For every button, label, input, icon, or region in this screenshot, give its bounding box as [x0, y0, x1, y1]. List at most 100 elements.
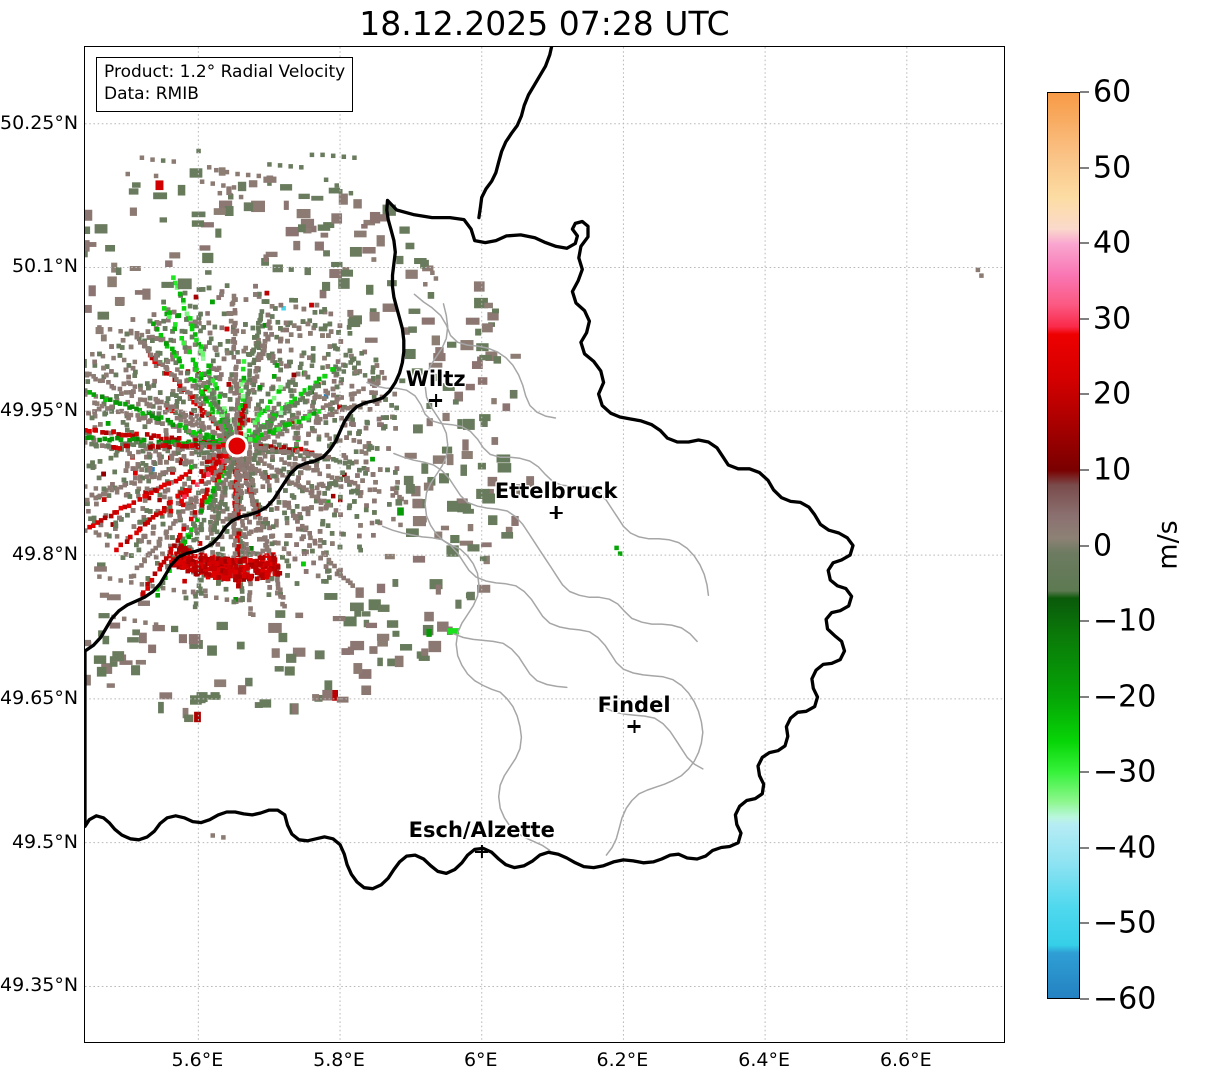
radar-echo-cell: [247, 593, 252, 598]
radar-echo-cell: [198, 328, 203, 334]
radar-echo-cell: [305, 509, 311, 514]
radar-echo-cell: [269, 420, 274, 426]
radar-echo-cell: [196, 560, 202, 566]
radar-echo-cell: [158, 337, 164, 343]
radar-echo-cell: [97, 437, 102, 443]
radar-echo-cell: [139, 563, 144, 568]
radar-echo-cell: [126, 363, 132, 368]
radar-echo-cell: [163, 556, 169, 561]
radar-echo-cell: [277, 163, 283, 168]
radar-echo-cell: [259, 309, 265, 314]
radar-echo-cell: [144, 474, 150, 480]
radar-echo-cell: [205, 311, 210, 316]
radar-echo-cell: [355, 484, 361, 489]
radar-echo-cell: [487, 476, 498, 487]
radar-echo-cell: [480, 542, 492, 548]
radar-echo-cell: [153, 545, 158, 551]
radar-echo-cell: [139, 439, 144, 445]
radar-echo-cell: [165, 448, 171, 454]
radar-echo-cell: [979, 273, 984, 278]
radar-echo-cell: [186, 428, 192, 434]
radar-echo-cell: [270, 457, 275, 462]
radar-echo-cell: [262, 461, 267, 466]
radar-echo-cell: [256, 320, 261, 326]
radar-echo-cell: [311, 325, 317, 331]
radar-echo-cell: [405, 242, 415, 250]
radar-echo-cell: [286, 653, 297, 663]
radar-echo-cell: [224, 516, 229, 522]
radar-echo-cell: [233, 569, 239, 575]
radar-echo-cell: [194, 323, 199, 329]
radar-echo-cell: [162, 409, 168, 415]
radar-echo-cell: [134, 334, 140, 340]
radar-echo-cell: [413, 424, 423, 434]
radar-echo-cell: [267, 181, 272, 186]
radar-echo-cell: [278, 367, 283, 373]
radar-echo-cell: [270, 410, 275, 415]
radar-echo-cell: [208, 465, 214, 471]
radar-echo-cell: [148, 445, 153, 450]
radar-echo-cell: [139, 437, 144, 443]
radar-echo-cell: [305, 453, 311, 459]
radar-echo-cell: [234, 471, 239, 477]
radar-echo-cell: [362, 247, 376, 254]
radar-echo-cell: [136, 449, 141, 455]
radar-echo-cell: [254, 374, 260, 379]
radar-echo-cell: [366, 440, 372, 446]
radar-echo-cell: [258, 313, 264, 318]
radar-echo-cell: [190, 357, 196, 363]
radar-echo-cell: [219, 458, 225, 464]
longitude-tick-label: 6.4°E: [738, 1049, 790, 1071]
radar-echo-cell: [201, 517, 207, 523]
latitude-tick-label: 50.1°N: [11, 255, 78, 278]
radar-echo-cell: [106, 594, 121, 601]
map-plot-area[interactable]: Product: 1.2° Radial Velocity Data: RMIB…: [84, 46, 1005, 1043]
radar-echo-cell: [291, 372, 297, 378]
radar-echo-cell: [247, 352, 252, 357]
radar-echo-cell: [93, 655, 107, 664]
radar-echo-cell: [265, 521, 270, 526]
radar-echo-cell: [92, 425, 98, 430]
radar-echo-cell: [221, 311, 227, 317]
radar-echo-cell: [327, 412, 332, 417]
radar-echo-cell: [266, 592, 272, 597]
radar-echo-cell: [189, 168, 203, 178]
radar-echo-cell: [395, 499, 403, 506]
product-info-box: Product: 1.2° Radial Velocity Data: RMIB: [96, 57, 354, 112]
radar-echo-cell: [157, 360, 163, 365]
radar-echo-cell: [235, 350, 240, 355]
radar-echo-cell: [125, 427, 130, 433]
radar-echo-cell: [335, 359, 341, 364]
radar-echo-cell: [179, 498, 184, 504]
radar-echo-cell: [239, 382, 244, 387]
radar-echo-cell: [219, 409, 224, 415]
radar-echo-cell: [162, 326, 168, 331]
radar-echo-cell: [123, 367, 129, 373]
radar-echo-cell: [191, 399, 196, 405]
radar-echo-cell: [376, 633, 390, 641]
radar-echo-cell: [346, 324, 352, 330]
radar-echo-cell: [260, 450, 266, 456]
radar-echo-cell: [326, 473, 331, 479]
radar-echo-cell: [175, 458, 180, 463]
radar-echo-cell: [216, 556, 221, 561]
radar-echo-cell: [225, 339, 231, 344]
radar-echo-cell: [373, 390, 378, 396]
radar-echo-cell: [211, 500, 216, 506]
radar-echo-cell: [358, 493, 363, 499]
radar-echo-cell: [253, 470, 258, 476]
radar-echo-cell: [285, 382, 291, 388]
radar-echo-cell: [109, 369, 114, 374]
radar-echo-cell: [227, 397, 233, 402]
radar-echo-cell: [150, 515, 156, 520]
radar-echo-cell: [232, 308, 238, 313]
radar-echo-cell: [377, 214, 389, 222]
radar-echo-cell: [146, 478, 152, 484]
radar-echo-cell: [142, 533, 147, 539]
radar-echo-cell: [206, 369, 212, 375]
radar-echo-cell: [132, 629, 141, 636]
radar-echo-cell: [177, 423, 182, 428]
radar-echo-cell: [286, 470, 292, 475]
radar-echo-cell: [189, 443, 195, 448]
radar-echo-cell: [170, 356, 175, 362]
